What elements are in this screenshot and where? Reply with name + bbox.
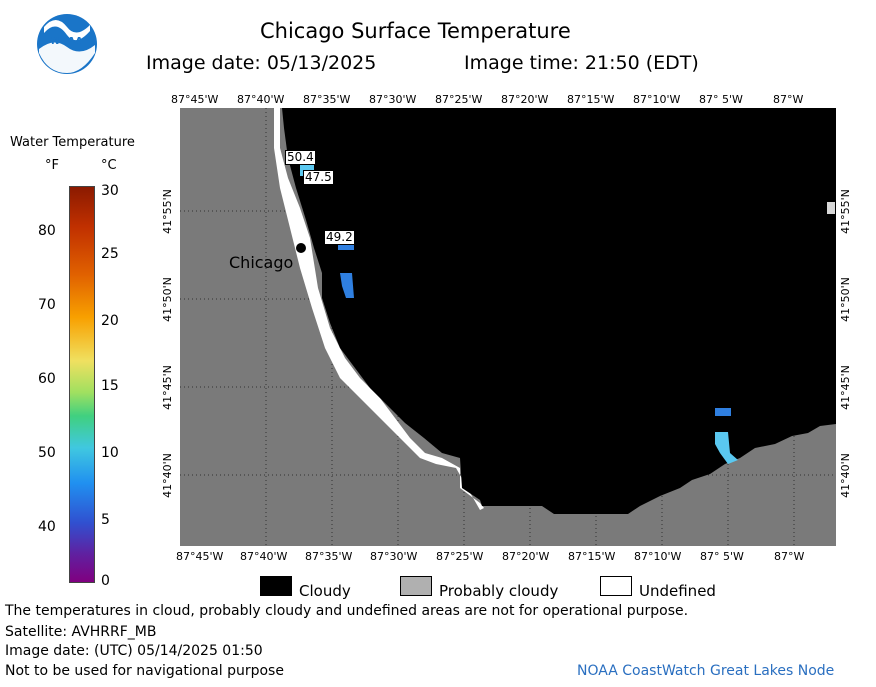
credit-text: NOAA CoastWatch Great Lakes Node xyxy=(577,663,835,679)
map-panel xyxy=(180,108,836,546)
city-label: Chicago xyxy=(229,253,294,272)
c-tick: 20 xyxy=(101,313,119,329)
lon-label-bottom: 87°30'W xyxy=(370,550,418,563)
lat-label-left: 41°45'N xyxy=(160,365,174,410)
lon-label-bottom: 87°15'W xyxy=(568,550,616,563)
cloud-region xyxy=(282,108,836,514)
lon-label-top: 87°10'W xyxy=(633,93,681,106)
water-pixel xyxy=(340,273,354,298)
page-title: Chicago Surface Temperature xyxy=(260,19,571,43)
water-pixel xyxy=(715,408,731,416)
f-tick: 70 xyxy=(38,297,56,313)
lat-label-right: 41°45'N xyxy=(838,365,852,410)
colorbar-unit-f: °F xyxy=(45,158,59,173)
lon-label-bottom: 87°35'W xyxy=(305,550,353,563)
lon-label-bottom: 87°25'W xyxy=(436,550,484,563)
lat-label-left: 41°55'N xyxy=(160,189,174,234)
lon-label-top: 87°W xyxy=(773,93,804,106)
f-tick: 80 xyxy=(38,223,56,239)
f-tick: 50 xyxy=(38,445,56,461)
water-pixel xyxy=(827,202,835,214)
colorbar-unit-c: °C xyxy=(101,158,117,173)
water-pixel xyxy=(715,432,738,464)
f-tick: 40 xyxy=(38,519,56,535)
legend-probably-cloudy-swatch xyxy=(400,576,432,596)
legend-cloudy-swatch xyxy=(260,576,292,596)
lat-label-right: 41°55'N xyxy=(838,189,852,234)
satellite-text: Satellite: AVHRRF_MB xyxy=(5,624,157,640)
lon-label-top: 87°30'W xyxy=(369,93,417,106)
lon-label-top: 87° 5'W xyxy=(699,93,743,106)
c-tick: 5 xyxy=(101,512,110,528)
c-tick: 25 xyxy=(101,246,119,262)
logo-text: NOAA xyxy=(51,36,83,47)
colorbar-gradient xyxy=(69,186,95,583)
lon-label-top: 87°25'W xyxy=(435,93,483,106)
lon-label-top: 87°15'W xyxy=(567,93,615,106)
legend-probably-cloudy-label: Probably cloudy xyxy=(439,582,559,600)
lon-label-bottom: 87°40'W xyxy=(240,550,288,563)
utc-date-text: Image date: (UTC) 05/14/2025 01:50 xyxy=(5,643,263,659)
c-tick: 30 xyxy=(101,183,119,199)
c-tick: 15 xyxy=(101,378,119,394)
lon-label-bottom: 87°20'W xyxy=(502,550,550,563)
lon-label-top: 87°20'W xyxy=(501,93,549,106)
legend-cloudy-label: Cloudy xyxy=(299,582,351,600)
noaa-logo: NOAA xyxy=(36,13,98,75)
water-pixel xyxy=(338,240,354,250)
navigation-warning: Not to be used for navigational purpose xyxy=(5,663,284,679)
lon-label-top: 87°35'W xyxy=(303,93,351,106)
image-date: Image date: 05/13/2025 xyxy=(146,52,377,74)
lon-label-bottom: 87°10'W xyxy=(634,550,682,563)
lon-label-top: 87°45'W xyxy=(171,93,219,106)
lon-label-bottom: 87°W xyxy=(774,550,805,563)
chicago-dot xyxy=(296,243,306,253)
image-time: Image time: 21:50 (EDT) xyxy=(464,52,699,74)
lon-label-bottom: 87°45'W xyxy=(176,550,224,563)
lon-label-top: 87°40'W xyxy=(237,93,285,106)
temp-label: 49.2 xyxy=(324,230,355,245)
disclaimer-text: The temperatures in cloud, probably clou… xyxy=(5,603,689,619)
legend-undefined-label: Undefined xyxy=(639,582,716,600)
lon-label-bottom: 87° 5'W xyxy=(700,550,744,563)
legend-undefined-swatch xyxy=(600,576,632,596)
lat-label-right: 41°50'N xyxy=(838,277,852,322)
temp-label: 50.4 xyxy=(285,150,316,165)
lat-label-right: 41°40'N xyxy=(838,453,852,498)
lat-label-left: 41°50'N xyxy=(160,277,174,322)
c-tick: 10 xyxy=(101,445,119,461)
colorbar-title: Water Temperature xyxy=(10,135,135,150)
lat-label-left: 41°40'N xyxy=(160,453,174,498)
temp-label: 47.5 xyxy=(303,170,334,185)
f-tick: 60 xyxy=(38,371,56,387)
c-tick: 0 xyxy=(101,573,110,589)
map-svg xyxy=(180,108,836,546)
undefined-strip xyxy=(274,108,484,510)
